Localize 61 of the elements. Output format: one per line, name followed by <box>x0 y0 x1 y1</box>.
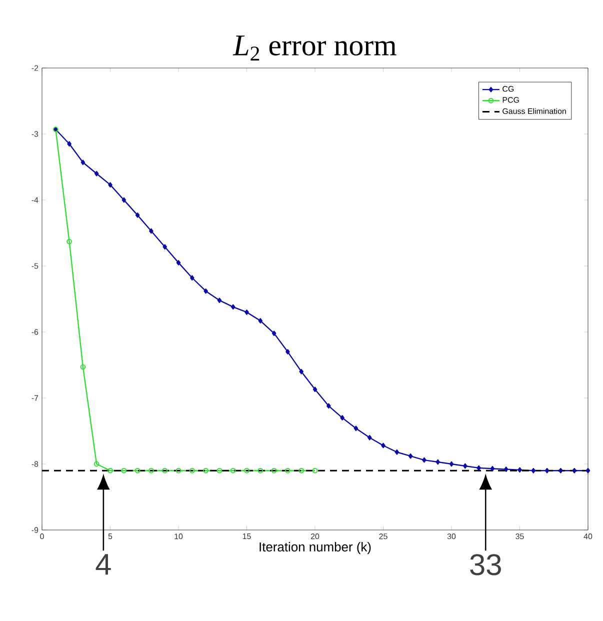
point <box>134 468 140 474</box>
point <box>67 141 72 147</box>
point <box>80 364 86 370</box>
point <box>558 468 563 474</box>
point <box>94 170 99 176</box>
point <box>230 468 236 474</box>
point <box>176 260 181 266</box>
point <box>149 228 154 234</box>
point <box>298 468 304 474</box>
point <box>244 468 250 474</box>
point <box>408 453 413 459</box>
point <box>572 468 576 474</box>
point <box>203 468 208 474</box>
point <box>436 459 440 465</box>
point <box>381 442 386 448</box>
chart-title: L$_{2}$ error norm <box>232 36 396 61</box>
point <box>148 468 154 474</box>
annotation: 4 <box>96 554 111 575</box>
point <box>176 468 182 474</box>
point <box>258 318 263 324</box>
point <box>531 468 536 474</box>
point <box>476 465 481 471</box>
x-axis-title: Iteration number (k) <box>260 542 371 554</box>
point <box>490 466 495 472</box>
point <box>312 386 318 392</box>
point <box>80 160 86 166</box>
point <box>190 275 194 281</box>
point <box>135 212 140 218</box>
annotation: 33 <box>470 554 501 576</box>
point <box>326 403 331 409</box>
point <box>258 468 264 474</box>
point <box>367 434 372 440</box>
point <box>162 468 168 474</box>
point <box>285 468 290 474</box>
point <box>272 330 276 336</box>
point <box>66 238 72 244</box>
point <box>518 467 522 473</box>
point <box>422 457 426 463</box>
point <box>230 304 236 310</box>
point <box>286 349 290 354</box>
point <box>271 468 277 474</box>
point <box>504 466 508 472</box>
point <box>162 244 167 250</box>
point <box>299 368 304 374</box>
point <box>544 468 550 474</box>
point <box>121 468 127 474</box>
point <box>189 468 195 474</box>
point <box>204 288 208 294</box>
point <box>122 197 126 203</box>
point <box>354 426 358 432</box>
point <box>217 298 222 304</box>
point <box>586 468 590 474</box>
point <box>449 461 454 467</box>
point <box>394 449 400 455</box>
point <box>244 309 249 315</box>
point <box>340 415 344 420</box>
point <box>108 468 113 474</box>
point <box>216 468 222 474</box>
point <box>94 461 100 467</box>
point <box>463 463 468 469</box>
point <box>108 182 112 188</box>
